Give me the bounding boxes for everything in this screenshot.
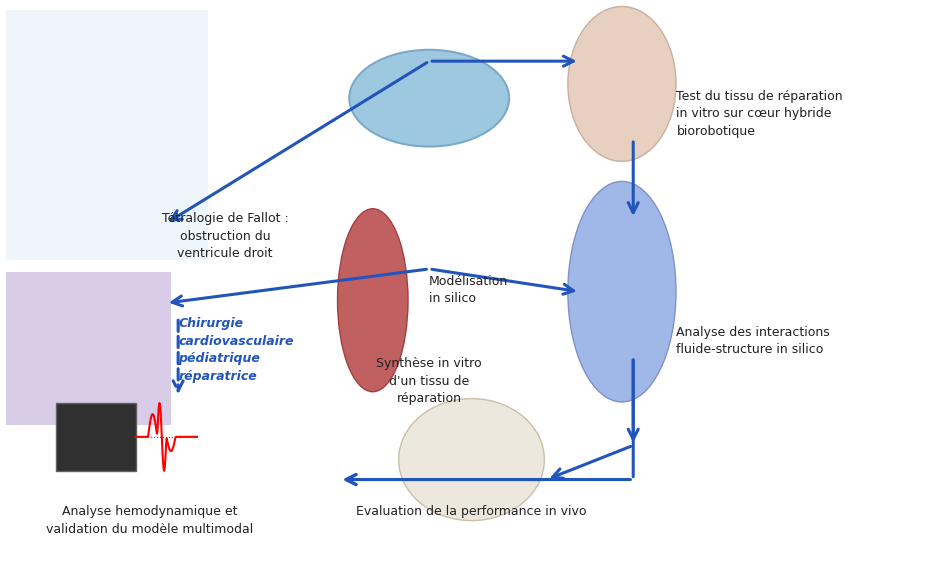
Text: Modélisation
in silico: Modélisation in silico — [429, 275, 508, 305]
Bar — [6, 272, 171, 426]
Text: Analyse des interactions
fluide-structure in silico: Analyse des interactions fluide-structur… — [676, 326, 830, 356]
Ellipse shape — [568, 181, 676, 402]
Text: Chirurgie
cardiovasculaire
pédiatrique
réparatrice: Chirurgie cardiovasculaire pédiatrique r… — [178, 317, 293, 383]
Ellipse shape — [568, 6, 676, 161]
Bar — [6, 10, 208, 260]
Text: Analyse hemodynamique et
validation du modèle multimodal: Analyse hemodynamique et validation du m… — [46, 505, 254, 535]
Bar — [56, 403, 136, 471]
Ellipse shape — [399, 399, 544, 521]
Circle shape — [349, 50, 509, 146]
Text: Test du tissu de réparation
in vitro sur cœur hybride
biorobotique: Test du tissu de réparation in vitro sur… — [676, 90, 843, 138]
Text: Evaluation de la performance in vivo: Evaluation de la performance in vivo — [356, 505, 587, 518]
Text: Tétralogie de Fallot :
obstruction du
ventricule droit: Tétralogie de Fallot : obstruction du ve… — [162, 212, 289, 260]
Text: Synthèse in vitro
d'un tissu de
réparation: Synthèse in vitro d'un tissu de réparati… — [376, 357, 482, 405]
Ellipse shape — [338, 209, 408, 392]
